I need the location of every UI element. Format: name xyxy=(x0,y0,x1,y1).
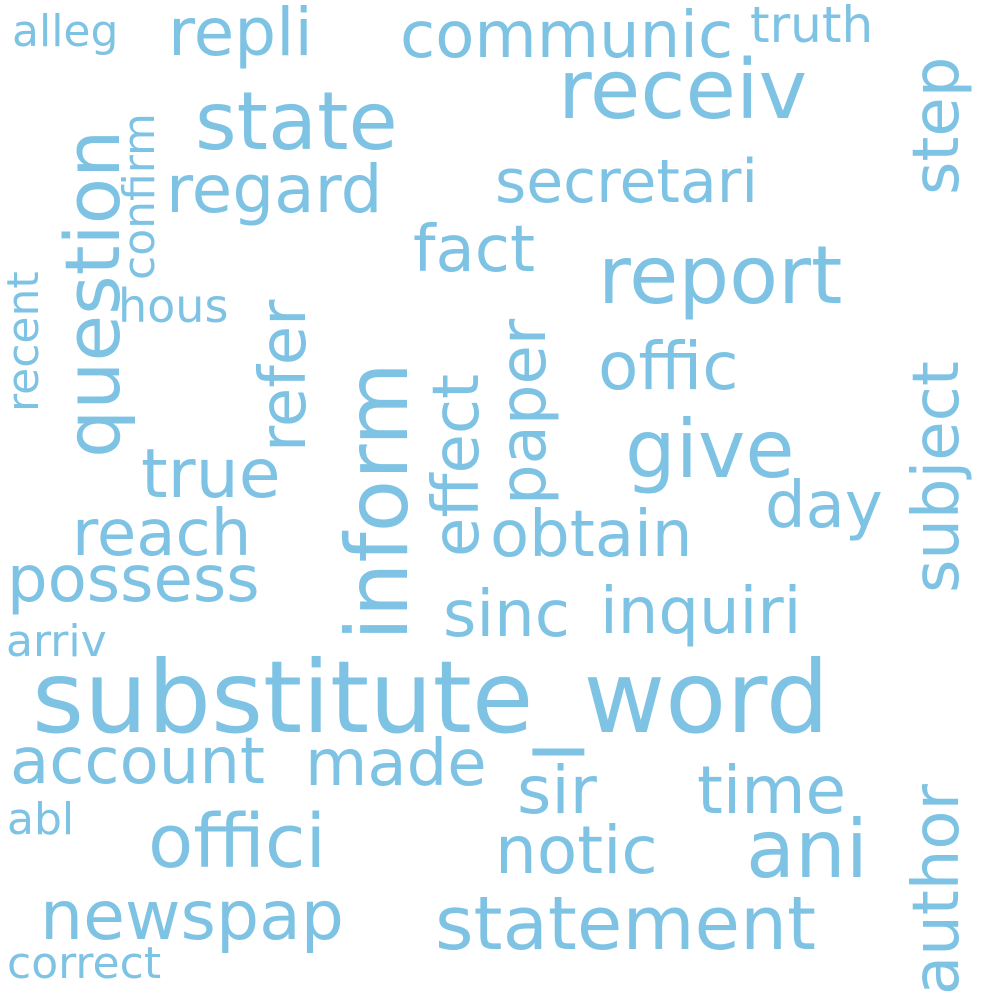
word-reach: reach xyxy=(72,497,252,571)
word-inquiri: inquiri xyxy=(600,575,802,649)
word-correct: correct xyxy=(7,938,162,989)
word-account: account xyxy=(10,725,265,799)
word-made: made xyxy=(305,727,487,801)
word-effect: effect xyxy=(420,373,494,557)
word-subject: subject xyxy=(900,361,974,593)
word-day: day xyxy=(765,469,883,543)
word-step: step xyxy=(900,56,974,195)
word-obtain: obtain xyxy=(490,498,693,572)
word-state: state xyxy=(195,75,398,168)
word-paper: paper xyxy=(487,318,561,505)
word-newspap: newspap xyxy=(40,877,344,956)
word-hous: hous xyxy=(118,279,229,333)
word-secretari: secretari xyxy=(495,147,759,217)
word-time: time xyxy=(697,752,847,829)
word-regard: regard xyxy=(166,151,383,228)
word-give: give xyxy=(625,403,795,496)
word-arriv: arriv xyxy=(6,616,107,667)
word-author: author xyxy=(900,784,974,995)
word-receiv: receiv xyxy=(558,43,808,138)
word-substitute-word: substitute_word xyxy=(32,639,830,756)
word-true: true xyxy=(141,435,281,514)
word-offici: offici xyxy=(148,799,327,885)
word-fact: fact xyxy=(413,213,536,287)
word-ani: ani xyxy=(746,803,868,896)
word-statement: statement xyxy=(435,881,816,967)
word-sir: sir xyxy=(517,752,597,829)
word-refer: refer xyxy=(247,299,321,453)
word-repli: repli xyxy=(168,0,313,71)
word-sinc: sinc xyxy=(443,578,570,652)
word-recent: recent xyxy=(0,271,49,412)
word-truth: truth xyxy=(750,0,874,54)
word-offic: offic xyxy=(598,328,739,405)
word-notic: notic xyxy=(495,812,658,889)
word-communic: communic xyxy=(400,0,734,73)
word-possess: possess xyxy=(7,543,260,617)
word-inform: inform xyxy=(328,362,428,641)
word-abl: abl xyxy=(7,794,75,845)
word-alleg: alleg xyxy=(12,6,119,57)
word-confirm: confirm xyxy=(114,113,165,280)
word-report: report xyxy=(598,229,843,322)
